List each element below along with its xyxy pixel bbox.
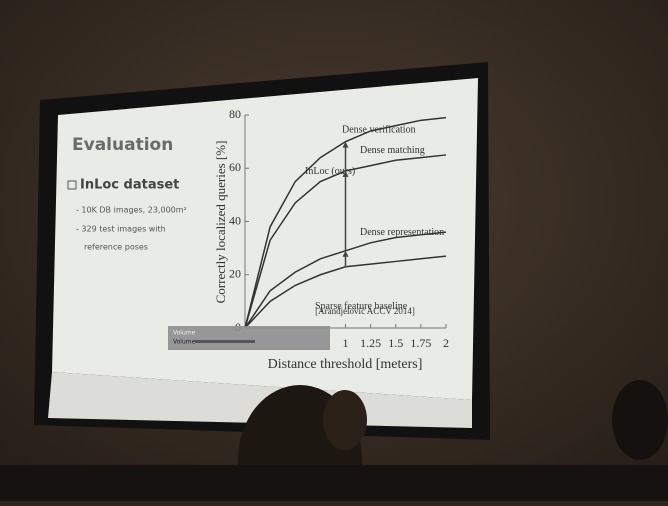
series-label: Dense representation bbox=[360, 227, 444, 238]
x-tick-label: 2 bbox=[443, 336, 449, 350]
y-axis-label: Correctly localized queries [%] bbox=[213, 141, 228, 304]
x-axis-label: Distance threshold [meters] bbox=[268, 357, 423, 372]
bullet: - 329 test images with bbox=[76, 225, 166, 234]
x-tick-label: 1 bbox=[343, 336, 349, 350]
y-tick-label: 40 bbox=[229, 213, 241, 227]
arrow-head bbox=[342, 141, 349, 148]
overlay-label: Volume bbox=[173, 339, 196, 346]
series-label: Dense matching bbox=[360, 145, 425, 156]
y-tick-label: 80 bbox=[229, 107, 241, 121]
bullet-box bbox=[67, 180, 77, 190]
volume-overlay bbox=[168, 326, 330, 350]
series-label: InLoc (ours) bbox=[305, 166, 355, 177]
slide-title: Evaluation bbox=[72, 135, 173, 155]
volume-slider bbox=[195, 340, 255, 343]
y-tick-label: 20 bbox=[229, 267, 241, 281]
x-tick-label: 1.25 bbox=[360, 336, 381, 350]
arrow-head bbox=[342, 250, 349, 257]
series-line bbox=[244, 255, 447, 329]
x-tick-label: 1.75 bbox=[410, 336, 431, 350]
slide-heading: InLoc dataset bbox=[80, 178, 179, 193]
y-tick-label: 60 bbox=[229, 160, 241, 174]
audience-head bbox=[612, 380, 668, 460]
bullet: reference poses bbox=[84, 243, 148, 252]
annotation: [Arandjelović ACCV 2014] bbox=[315, 306, 415, 316]
arrow-head bbox=[342, 170, 349, 177]
bullet: - 10K DB images, 23,000m² bbox=[76, 206, 187, 215]
x-tick-label: 1.5 bbox=[388, 336, 403, 350]
overlay-label: Volume bbox=[173, 330, 196, 337]
slide bbox=[52, 78, 478, 400]
series-label: Sparse feature baseline bbox=[315, 301, 408, 312]
audience-head bbox=[323, 390, 367, 450]
seats bbox=[0, 465, 668, 501]
